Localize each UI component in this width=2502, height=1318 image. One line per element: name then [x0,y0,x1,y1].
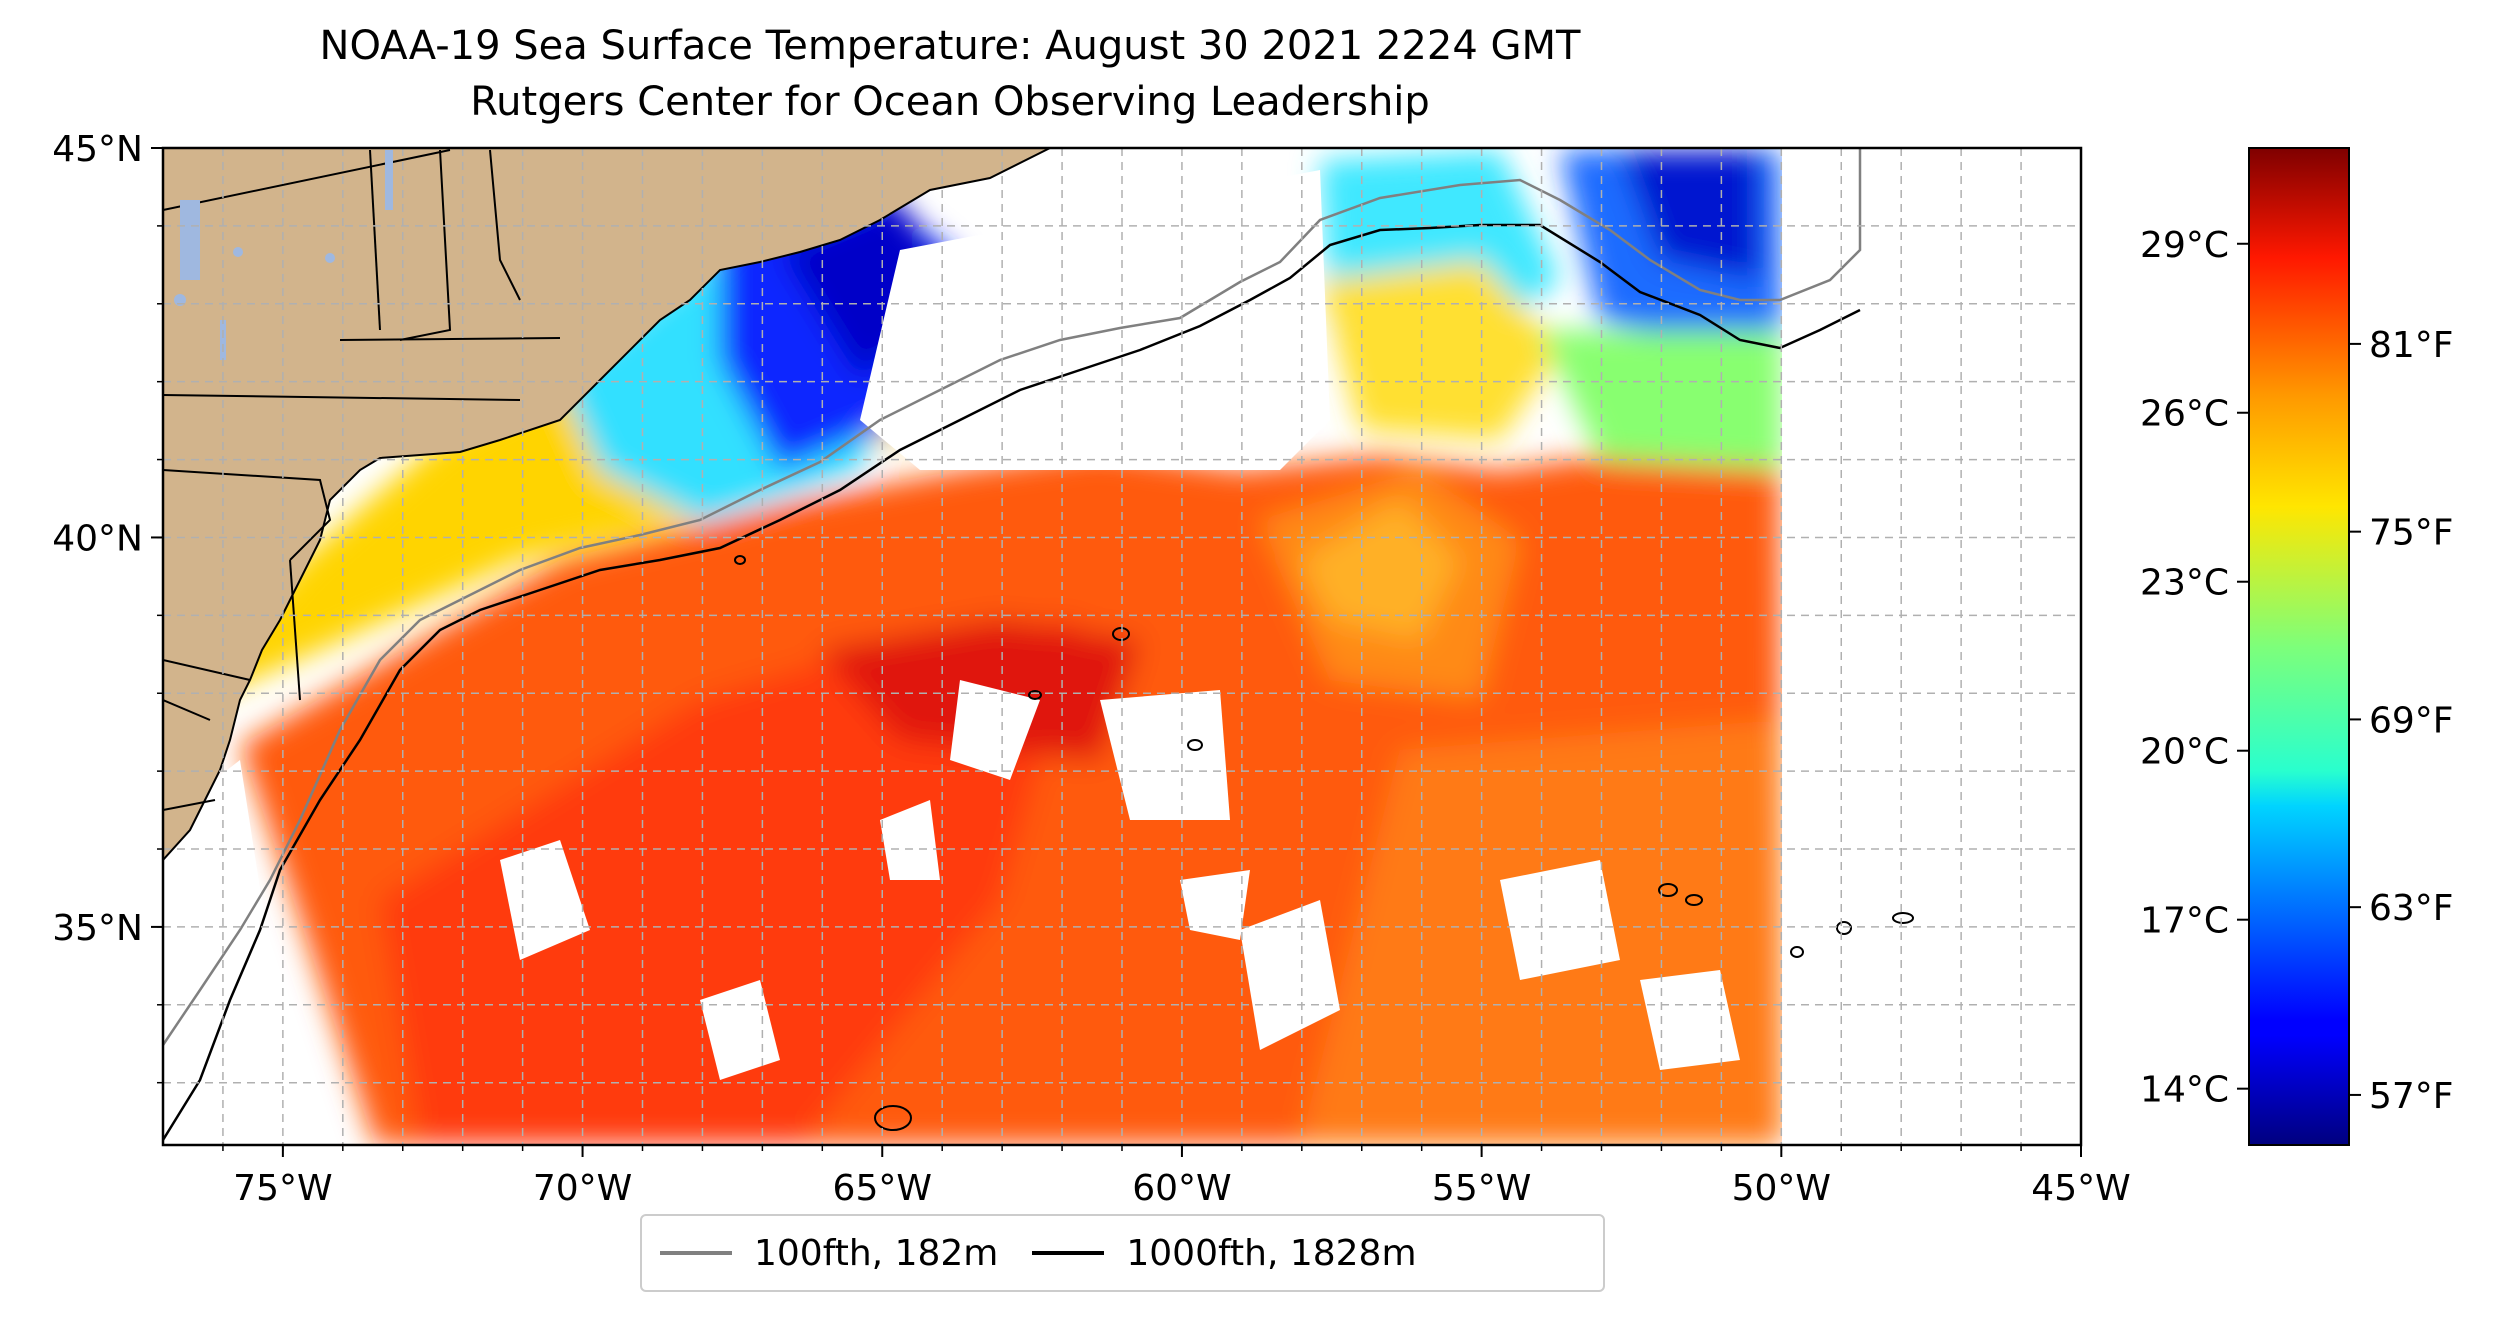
legend: 100fth, 182m 1000fth, 1828m [640,1214,1605,1292]
cloud-mask [163,148,2081,1145]
fahrenheit-tick-label: 81°F [2369,325,2454,366]
fahrenheit-tick-label: 63°F [2369,888,2454,929]
seamounts [734,555,1914,1131]
axis-ticks: 75°W 70°W 65°W 60°W 55°W 50°W 45°W 45°N 40°N 35°N [52,129,2130,1209]
lat-tick-label: 35°N [52,908,143,949]
isobath-100fth [163,148,1862,1046]
celsius-tick-label: 14°C [2140,1070,2229,1111]
figure-subtitle: Rutgers Center for Ocean Observing Leade… [470,79,1430,125]
lon-tick-label: 55°W [1432,1168,1531,1209]
fahrenheit-tick-label: 69°F [2369,700,2454,741]
celsius-tick-label: 17°C [2140,901,2229,942]
celsius-tick-label: 29°C [2140,225,2229,266]
lon-tick-label: 45°W [2031,1168,2130,1209]
lon-tick-label: 65°W [833,1168,932,1209]
legend-label-1000fth: 1000fth, 1828m [1126,1232,1417,1274]
legend-swatch-1000fth [1032,1251,1105,1255]
colorbar-ticks: 14°C 17°C 20°C 23°C 26°C 29°C 57°F 63°F 69°F 75°F… [2140,225,2453,1117]
figure-title: NOAA-19 Sea Surface Temperature: August … [319,23,1581,69]
colorbar [2248,147,2350,1146]
celsius-tick-label: 26°C [2140,394,2229,435]
lon-tick-label: 75°W [233,1168,332,1209]
legend-item-100fth: 100fth, 182m [660,1233,998,1274]
isobath-1000fth [163,223,1861,1141]
land-mass [163,148,1051,862]
celsius-tick-label: 20°C [2140,732,2229,773]
fahrenheit-tick-label: 57°F [2369,1076,2454,1117]
legend-swatch-100fth [660,1251,732,1255]
gridlines [163,148,2081,1145]
celsius-tick-label: 23°C [2140,563,2229,604]
lat-tick-label: 45°N [52,129,143,170]
map-area [163,148,2081,1145]
legend-item-1000fth: 1000fth, 1828m [1032,1232,1417,1274]
lon-tick-label: 70°W [533,1168,632,1209]
lat-tick-label: 40°N [52,518,143,559]
legend-label-100fth: 100fth, 182m [754,1232,999,1274]
lon-tick-label: 60°W [1132,1168,1231,1209]
state-borders [163,149,561,811]
fahrenheit-tick-label: 75°F [2369,513,2454,554]
lakes [174,150,393,360]
lon-tick-label: 50°W [1732,1168,1831,1209]
